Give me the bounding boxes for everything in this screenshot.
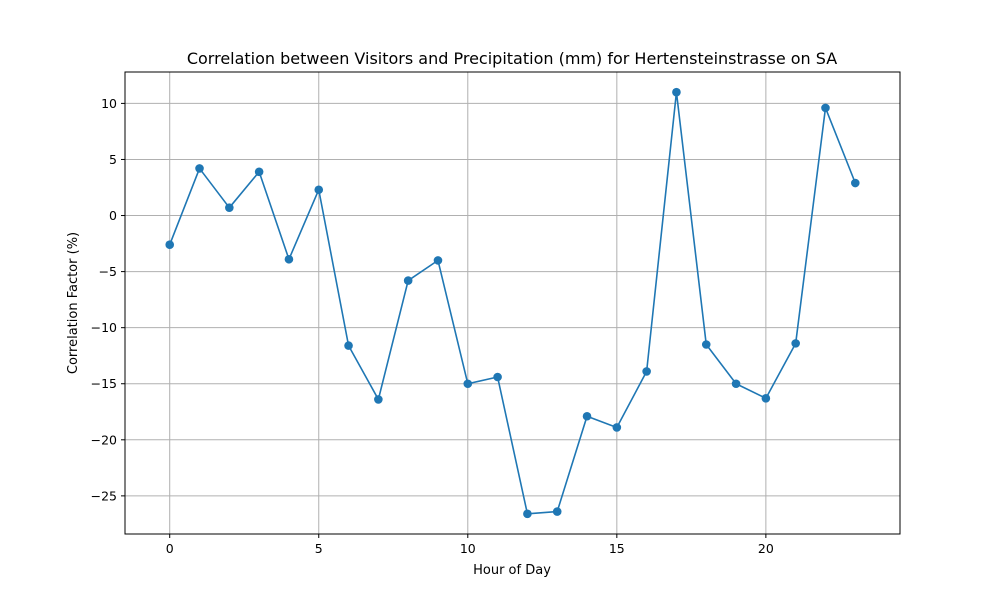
data-point: [284, 254, 294, 264]
y-tick-label: 0: [109, 208, 117, 223]
data-point: [165, 240, 175, 249]
x-tick-label: 5: [315, 541, 323, 556]
data-series: [165, 87, 860, 519]
plot-area-frame: [124, 71, 901, 535]
y-tick-label: −5: [99, 264, 117, 279]
x-tick-label: 20: [758, 541, 774, 556]
data-point: [761, 394, 771, 403]
data-point: [403, 276, 413, 285]
series-line: [168, 91, 857, 515]
data-point: [850, 178, 860, 188]
data-point: [701, 340, 711, 349]
data-point: [791, 339, 800, 348]
chart-title: Correlation between Visitors and Precipi…: [187, 49, 837, 68]
y-axis-ticks: −25 −20 −15 −10 −5 0 5 10: [91, 96, 125, 503]
data-point: [314, 185, 324, 195]
data-point: [374, 395, 383, 404]
data-point: [493, 372, 502, 382]
y-tick-label: 5: [109, 152, 117, 167]
data-point: [642, 367, 651, 376]
x-axis-label: Hour of Day: [473, 563, 551, 578]
data-point: [821, 103, 830, 113]
data-point: [254, 167, 264, 177]
y-tick-label: −10: [91, 320, 117, 335]
data-point: [672, 87, 681, 97]
y-tick-label: −20: [91, 432, 117, 447]
y-axis-label: Correlation Factor (%): [66, 232, 81, 374]
grid-lines: [125, 72, 900, 534]
data-point: [523, 509, 532, 519]
y-tick-label: −25: [91, 488, 117, 503]
data-point: [225, 203, 234, 212]
data-point: [731, 379, 741, 389]
data-point: [344, 341, 353, 350]
data-point: [552, 507, 562, 516]
data-point: [582, 411, 592, 421]
x-tick-label: 0: [166, 541, 174, 556]
y-tick-label: 10: [101, 96, 117, 111]
y-tick-label: −15: [91, 376, 117, 391]
x-tick-label: 10: [460, 541, 476, 556]
data-point: [463, 379, 473, 389]
data-point: [433, 256, 443, 265]
x-tick-label: 15: [609, 541, 625, 556]
x-axis-ticks: 0 5 10 15 20: [166, 534, 774, 556]
data-point: [195, 164, 204, 173]
data-point: [612, 423, 622, 432]
